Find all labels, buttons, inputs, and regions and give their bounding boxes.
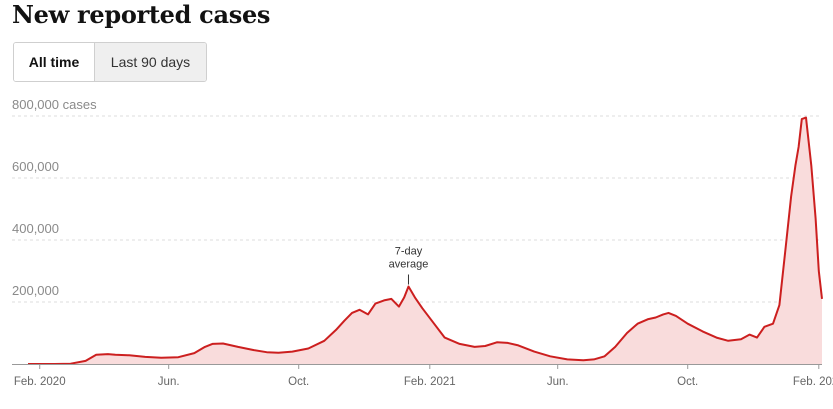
x-tick-label: Jun.	[547, 376, 569, 388]
x-tick-label: Feb. 2022	[793, 376, 833, 388]
cases-line	[28, 116, 823, 365]
x-tick-label: Oct.	[677, 376, 698, 388]
time-range-toggle: All time Last 90 days	[13, 42, 207, 82]
cases-area	[28, 117, 822, 364]
x-tick-label: Oct.	[288, 376, 309, 388]
y-tick-label: 400,000	[12, 221, 59, 236]
x-tick-label: Jun.	[158, 376, 180, 388]
x-tick-label: Feb. 2021	[404, 376, 456, 388]
y-tick-label: 800,000 cases	[12, 97, 97, 112]
page-title: New reported cases	[12, 0, 271, 29]
x-tick-label: Feb. 2020	[14, 376, 66, 388]
annotation-label-line2: average	[389, 259, 429, 271]
annotation-label-line1: 7-day	[395, 246, 423, 258]
y-tick-label: 200,000	[12, 283, 59, 298]
last-90-days-button[interactable]: Last 90 days	[95, 43, 206, 81]
y-tick-label: 600,000	[12, 159, 59, 174]
all-time-button[interactable]: All time	[14, 43, 95, 81]
